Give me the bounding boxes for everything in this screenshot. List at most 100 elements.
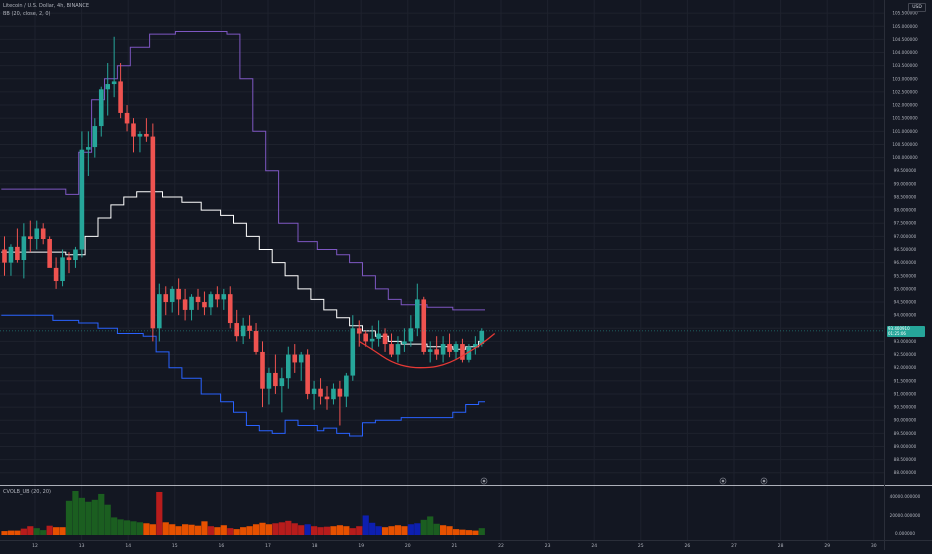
volume-bar bbox=[381, 527, 389, 535]
volume-tick-label: 0.000000 bbox=[895, 531, 915, 536]
price-tick-label: 105.000000 bbox=[892, 24, 918, 29]
volume-bar bbox=[304, 524, 311, 535]
time-tick-label: 23 bbox=[545, 543, 551, 549]
volume-bar bbox=[182, 524, 189, 535]
volume-bar bbox=[265, 524, 273, 535]
candle-body bbox=[86, 147, 91, 150]
candle-body bbox=[318, 388, 323, 397]
candle-body bbox=[47, 239, 52, 268]
price-tick-label: 89.500000 bbox=[894, 431, 917, 436]
volume-bar bbox=[20, 528, 27, 535]
volume-bar bbox=[194, 525, 202, 535]
volume-bar bbox=[446, 526, 453, 535]
time-tick-label: 17 bbox=[265, 543, 271, 549]
bb-legend[interactable]: BB (20, close, 2, 0) bbox=[3, 11, 51, 17]
volume-bar bbox=[111, 517, 118, 535]
current-price-value: 93.400910 bbox=[888, 325, 910, 331]
price-axis: 105.500000 105.000000 104.500000 104.000000… bbox=[892, 11, 918, 476]
volume-bar bbox=[227, 528, 234, 535]
volume-bar bbox=[472, 530, 479, 535]
volume-bar bbox=[369, 522, 376, 535]
candle-body bbox=[137, 133, 143, 137]
time-tick-label: 13 bbox=[79, 543, 85, 549]
candle-body bbox=[434, 349, 439, 355]
candle-body bbox=[176, 288, 181, 300]
candle-body bbox=[473, 344, 478, 347]
candle-body bbox=[189, 296, 194, 310]
volume-bar bbox=[104, 504, 111, 535]
time-tick-label: 20 bbox=[405, 543, 411, 549]
volume-bar bbox=[162, 522, 169, 535]
price-tick-label: 91.000000 bbox=[894, 391, 917, 396]
candle-body bbox=[34, 228, 40, 239]
price-tick-label: 102.500000 bbox=[892, 89, 918, 94]
candle-body bbox=[356, 328, 362, 334]
time-tick-label: 30 bbox=[871, 543, 877, 549]
symbol-legend[interactable]: Litecoin / U.S. Dollar, 4h, BINANCE bbox=[3, 3, 90, 9]
volume-legend[interactable]: CVOLB_UB (20, 20) bbox=[3, 489, 51, 495]
volume-bar bbox=[53, 527, 60, 535]
time-tick-label: 16 bbox=[219, 543, 225, 549]
volume-bar bbox=[1, 531, 8, 535]
currency-button[interactable]: USD bbox=[908, 3, 926, 12]
volume-bar bbox=[72, 491, 79, 535]
volume-bar bbox=[401, 526, 408, 535]
time-tick-label: 27 bbox=[731, 543, 737, 549]
volume-bars bbox=[1, 491, 485, 535]
candle-body bbox=[382, 333, 388, 345]
volume-bar bbox=[323, 526, 331, 535]
volume-bar bbox=[7, 530, 15, 535]
price-tick-label: 97.000000 bbox=[894, 234, 917, 239]
candle-body bbox=[408, 328, 414, 342]
candle-body bbox=[169, 288, 175, 303]
time-tick-label: 29 bbox=[824, 543, 830, 549]
price-tick-label: 101.500000 bbox=[892, 116, 918, 121]
volume-bar bbox=[252, 524, 260, 535]
candle-body bbox=[221, 294, 227, 300]
volume-bar bbox=[40, 530, 47, 535]
price-tick-label: 100.500000 bbox=[892, 142, 918, 147]
volume-bar bbox=[91, 499, 98, 535]
volume-bar bbox=[220, 525, 227, 535]
volume-bar bbox=[375, 526, 382, 535]
volume-bar bbox=[117, 519, 124, 535]
volume-bar bbox=[233, 529, 240, 535]
candle-body bbox=[21, 236, 27, 261]
volume-bar bbox=[317, 527, 324, 535]
volume-bar bbox=[98, 493, 105, 535]
price-tick-label: 97.500000 bbox=[894, 221, 917, 226]
price-tick-label: 92.000000 bbox=[894, 365, 917, 370]
candle-body bbox=[305, 354, 310, 394]
time-tick-label: 18 bbox=[312, 543, 318, 549]
candle-body bbox=[350, 328, 356, 376]
volume-bar bbox=[440, 525, 447, 535]
candle-body bbox=[163, 294, 169, 303]
volume-bar bbox=[433, 523, 440, 535]
price-tick-label: 103.500000 bbox=[892, 63, 918, 68]
time-tick-label: 14 bbox=[125, 543, 131, 549]
volume-bar bbox=[149, 524, 156, 535]
price-tick-label: 88.000000 bbox=[894, 470, 917, 475]
candle-body bbox=[144, 133, 149, 137]
candle-body bbox=[73, 249, 78, 261]
candle-body bbox=[421, 299, 427, 352]
candle-body bbox=[157, 294, 162, 329]
volume-bar bbox=[143, 523, 150, 535]
volume-bar bbox=[201, 521, 208, 535]
candle-body bbox=[227, 294, 233, 324]
candle-body bbox=[60, 257, 65, 282]
current-price-label: 93.400910 01:25:06 bbox=[887, 325, 925, 337]
bb-upper-line bbox=[1, 31, 485, 311]
candle-body bbox=[363, 333, 368, 342]
volume-bar bbox=[46, 525, 53, 535]
candle-body bbox=[427, 349, 433, 352]
price-tick-label: 99.000000 bbox=[894, 181, 917, 186]
candle-body bbox=[182, 299, 188, 310]
candle-body bbox=[266, 372, 272, 389]
candle-body bbox=[286, 354, 291, 379]
price-tick-label: 98.500000 bbox=[894, 194, 917, 199]
volume-bar bbox=[420, 519, 427, 535]
volume-bar bbox=[214, 527, 221, 535]
